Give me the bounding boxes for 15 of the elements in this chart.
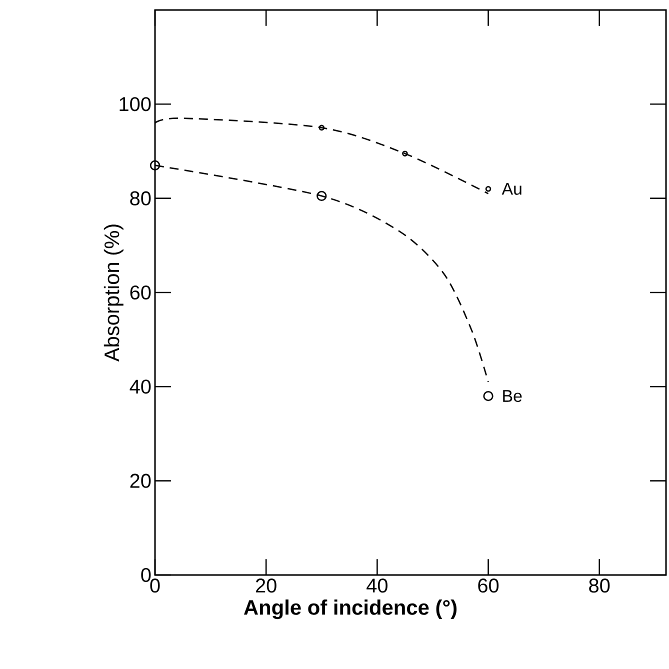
x-tick-label: 60: [478, 578, 499, 593]
y-axis-title: Absorption (%): [104, 224, 124, 362]
y-tick-label: 40: [130, 380, 151, 394]
y-tick-label: 60: [130, 285, 151, 300]
x-tick-label: 0: [150, 578, 160, 593]
y-tick-label: 0: [141, 568, 151, 582]
x-tick-label: 20: [256, 578, 276, 593]
x-tick-label: 80: [589, 578, 610, 593]
series-label: Au: [502, 182, 522, 195]
y-tick-label: 80: [130, 191, 151, 206]
y-tick-label: 100: [120, 97, 151, 112]
y-tick-label: 20: [130, 474, 151, 488]
x-axis-title: Angle of incidence (°): [244, 599, 457, 620]
series-label: Be: [503, 390, 522, 402]
x-tick-label: 40: [366, 578, 388, 593]
